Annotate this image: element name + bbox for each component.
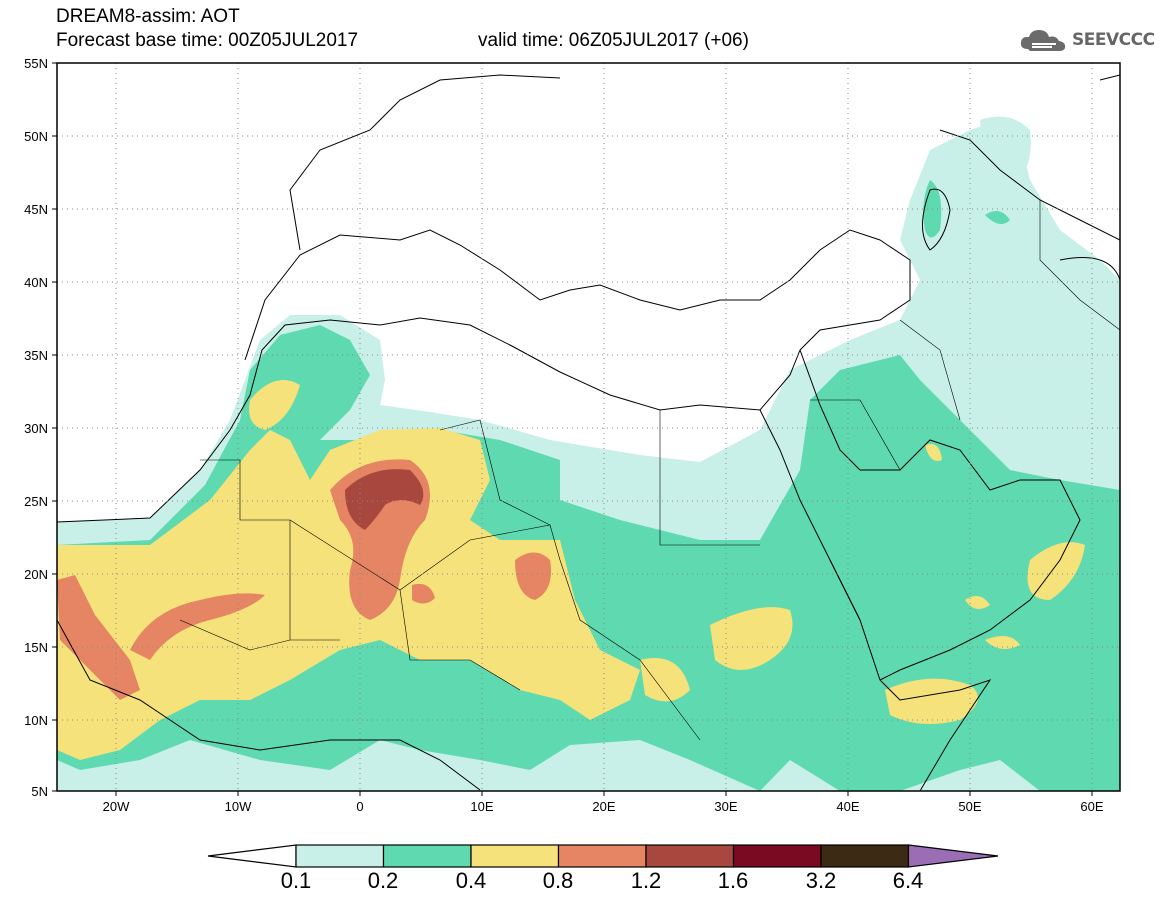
lat-label: 25N bbox=[24, 494, 48, 509]
colorbar bbox=[207, 844, 999, 868]
seevccc-logo: SEEVCCC bbox=[1018, 26, 1155, 54]
lat-label: 30N bbox=[24, 421, 48, 436]
colorbar-swatch bbox=[295, 844, 385, 868]
colorbar-swatch bbox=[470, 844, 560, 868]
map-frame bbox=[56, 62, 1121, 792]
lat-label: 45N bbox=[24, 202, 48, 217]
lon-label: 20W bbox=[103, 799, 130, 814]
colorbar-label: 3.2 bbox=[805, 868, 837, 893]
country-borders bbox=[179, 200, 1120, 741]
lat-label: 50N bbox=[24, 129, 48, 144]
lon-label: 50E bbox=[958, 799, 981, 814]
aot-field bbox=[57, 116, 1120, 791]
colorbar-swatch bbox=[382, 844, 472, 868]
lon-label: 30E bbox=[714, 799, 737, 814]
lon-label: 10E bbox=[470, 799, 493, 814]
tick-marks bbox=[52, 62, 1093, 796]
colorbar-swatch bbox=[732, 844, 822, 868]
lat-label: 15N bbox=[24, 640, 48, 655]
colorbar-swatch bbox=[820, 844, 910, 868]
lat-label: 20N bbox=[24, 567, 48, 582]
lon-label: 0 bbox=[356, 799, 363, 814]
colorbar-label: 1.6 bbox=[717, 868, 749, 893]
lat-label: 40N bbox=[24, 275, 48, 290]
cloud-icon bbox=[1020, 30, 1066, 51]
logo-text: SEEVCCC bbox=[1072, 30, 1155, 50]
colorbar-label: 6.4 bbox=[892, 868, 924, 893]
lon-label: 40E bbox=[836, 799, 859, 814]
colorbar-swatch bbox=[557, 844, 647, 868]
valid-time: valid time: 06Z05JUL2017 (+06) bbox=[478, 30, 749, 51]
lon-label: 60E bbox=[1080, 799, 1103, 814]
colorbar-swatch bbox=[645, 844, 735, 868]
lon-label: 10W bbox=[225, 799, 252, 814]
lat-label: 10N bbox=[24, 713, 48, 728]
colorbar-label: 0.2 bbox=[367, 868, 399, 893]
grid-lines bbox=[57, 63, 1120, 791]
lat-label: 5N bbox=[31, 784, 48, 799]
colorbar-arrow-low bbox=[207, 844, 297, 868]
latitude-labels: 55N 50N 45N 40N 35N 30N 25N 20N 15N 10N … bbox=[24, 56, 48, 799]
forecast-base-time: Forecast base time: 00Z05JUL2017 bbox=[56, 30, 359, 51]
coastlines bbox=[57, 74, 1120, 791]
lat-label: 35N bbox=[24, 348, 48, 363]
colorbar-label: 0.4 bbox=[455, 868, 487, 893]
colorbar-label: 0.1 bbox=[280, 868, 312, 893]
lon-label: 20E bbox=[592, 799, 615, 814]
longitude-labels: 20W 10W 0 10E 20E 30E 40E 50E 60E bbox=[103, 799, 1104, 814]
colorbar-label: 1.2 bbox=[630, 868, 662, 893]
lat-label: 55N bbox=[24, 56, 48, 71]
map-title: DREAM8-assim: AOT bbox=[56, 6, 240, 27]
colorbar-arrow-high bbox=[907, 844, 999, 868]
colorbar-label: 0.8 bbox=[542, 868, 574, 893]
